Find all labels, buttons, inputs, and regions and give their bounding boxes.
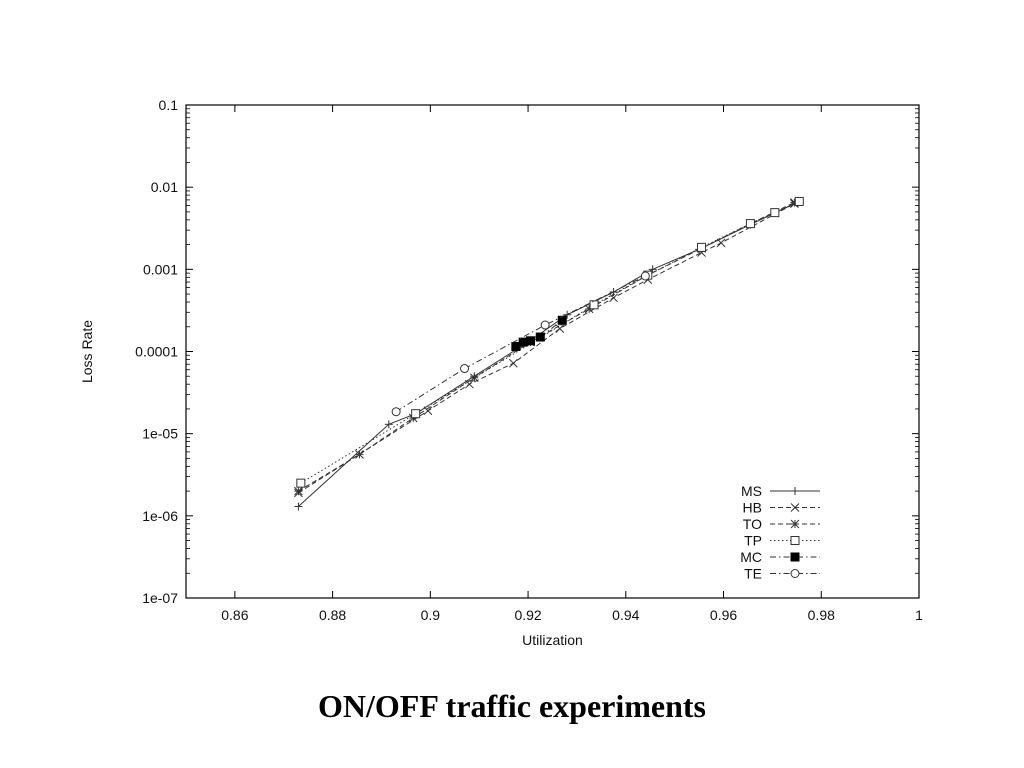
series-mc [511, 315, 567, 352]
data-point-to [469, 373, 479, 383]
series-te [391, 271, 650, 417]
data-point-tp [745, 219, 755, 229]
legend-label-te: TE [744, 566, 762, 582]
legend-label-to: TO [743, 516, 762, 532]
series-line-hb [298, 203, 795, 494]
y-tick-label: 0.1 [159, 97, 179, 113]
legend-marker-tp [790, 536, 800, 545]
legend-label-ms: MS [741, 483, 762, 499]
data-point-te [391, 407, 401, 417]
legend-marker-te [790, 569, 800, 578]
legend-marker-hb [790, 503, 800, 512]
x-tick-label: 0.9 [421, 607, 441, 623]
data-point-tp [794, 196, 804, 206]
series-to [294, 198, 799, 496]
data-point-mc [511, 342, 521, 352]
series-line-to [298, 202, 795, 492]
data-point-mc [535, 332, 545, 342]
data-point-ms [648, 265, 657, 274]
data-point-to [355, 450, 364, 459]
data-point-tp [296, 478, 306, 488]
data-point-tp [411, 409, 421, 419]
series-line-tp [300, 201, 800, 484]
data-point-te [540, 320, 550, 330]
series-line-ms [298, 202, 798, 507]
x-tick-label: 0.92 [514, 607, 541, 623]
y-tick-label: 0.0001 [135, 344, 178, 360]
y-tick-label: 0.01 [151, 179, 178, 195]
x-tick-label: 1 [915, 607, 923, 623]
x-tick-label: 0.94 [612, 607, 639, 623]
data-point-te [460, 364, 470, 374]
y-tick-label: 1e-06 [142, 508, 178, 524]
x-tick-label: 0.86 [221, 607, 248, 623]
legend-label-mc: MC [740, 549, 762, 565]
x-tick-label: 0.96 [710, 607, 737, 623]
legend-marker-mc [790, 552, 800, 562]
data-point-mc [526, 336, 536, 346]
data-point-ms [294, 502, 303, 511]
data-point-hb [465, 379, 474, 389]
x-tick-label: 0.98 [808, 607, 835, 623]
legend-marker-ms [791, 487, 799, 495]
series-line-te [395, 275, 646, 413]
y-tick-label: 1e-05 [142, 426, 178, 442]
legend-label-tp: TP [744, 533, 762, 549]
x-axis-label: Utilization [522, 632, 583, 648]
series-hb [294, 199, 799, 498]
plot-frame [185, 104, 920, 599]
y-tick-label: 1e-07 [142, 590, 178, 606]
slide-caption: ON/OFF traffic experiments [317, 688, 706, 724]
data-point-tp [770, 208, 780, 218]
data-point-tp [697, 242, 707, 252]
legend-label-hb: HB [743, 500, 762, 516]
series-tp [296, 196, 804, 488]
data-point-tp [589, 300, 599, 310]
series-ms [294, 198, 801, 511]
data-point-mc [518, 337, 528, 347]
y-axis-label: Loss Rate [79, 320, 95, 383]
data-point-hb [509, 358, 518, 368]
data-point-to [294, 486, 303, 496]
legend-marker-to [790, 519, 800, 529]
data-point-te [640, 271, 650, 281]
data-point-hb [555, 324, 565, 333]
data-point-ms [384, 420, 393, 429]
data-point-ms [563, 310, 572, 319]
x-tick-label: 0.88 [319, 607, 346, 623]
data-point-hb [609, 293, 618, 303]
chart: 0.86 0.88 0.9 0.92 0.94 0.96 0.98 1 1e-07 1e-06 1e… [79, 97, 923, 648]
data-point-mc [557, 315, 567, 325]
y-tick-label: 0.001 [143, 261, 178, 277]
